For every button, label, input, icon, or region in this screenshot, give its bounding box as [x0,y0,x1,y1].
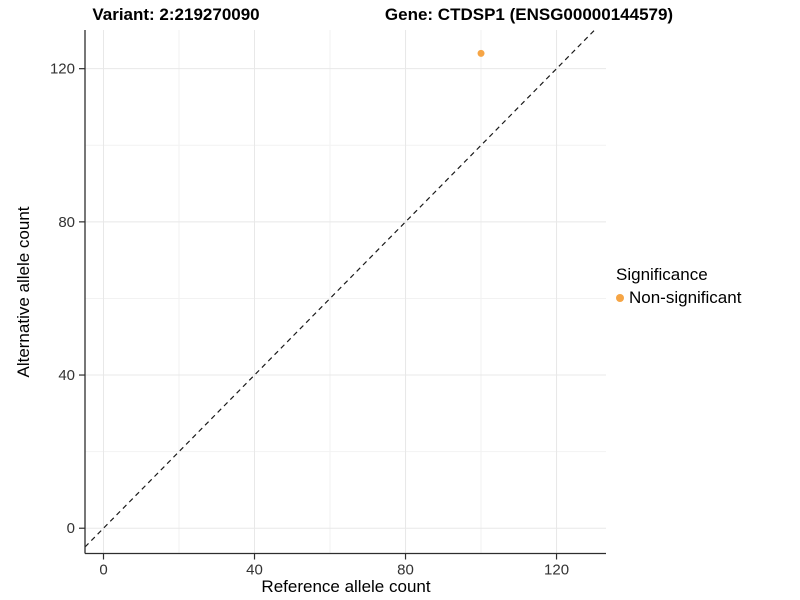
legend-item: Non-significant [616,288,741,308]
data-point [477,49,485,57]
plot-title-gene: Gene: CTDSP1 (ENSG00000144579) [384,5,674,24]
x-tick-label: 80 [397,562,414,579]
y-tick-label: 40 [58,367,75,384]
y-tick-label: 80 [58,214,75,231]
x-axis-title: Reference allele count [261,577,431,596]
plot-title-variant: Variant: 2:219270090 [92,5,260,24]
y-tick-label: 0 [67,520,75,537]
identity-line [84,29,596,548]
x-tick-label: 0 [99,562,107,579]
x-tick-label: 40 [246,562,263,579]
y-tick-label: 120 [50,61,75,78]
y-axis-title: Alternative allele count [14,206,33,378]
x-tick-label: 120 [544,562,569,579]
legend-title: Significance [616,265,708,284]
legend-item-label: Non-significant [629,288,742,307]
legend: Significance Non-significant [616,265,741,308]
legend-point-icon [616,294,624,302]
